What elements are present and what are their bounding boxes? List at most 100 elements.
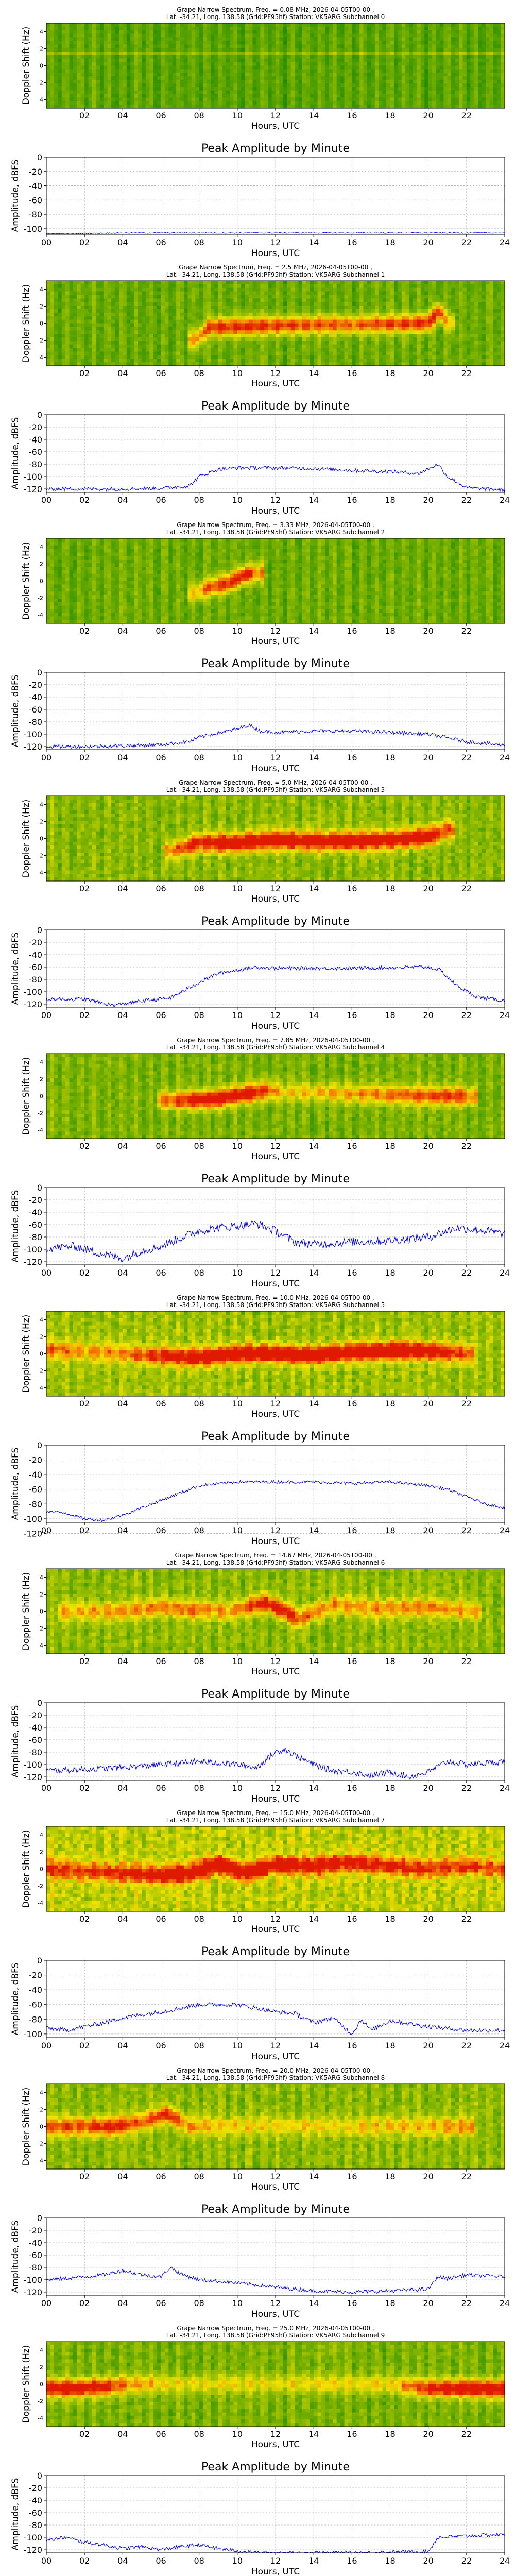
x-tick-label: 16 bbox=[347, 1399, 357, 1409]
x-tick-label: 14 bbox=[308, 2298, 319, 2308]
y-tick-label: -80 bbox=[29, 975, 42, 985]
x-axis-label: Hours, UTC bbox=[251, 1151, 300, 1162]
x-tick-label: 06 bbox=[156, 2298, 166, 2308]
x-tick-label: 18 bbox=[385, 626, 395, 636]
x-tick-label: 14 bbox=[308, 2556, 319, 2566]
x-tick-label: 18 bbox=[385, 1141, 395, 1151]
x-tick-label: 06 bbox=[156, 1399, 166, 1409]
y-tick-label: -40 bbox=[29, 1208, 42, 1217]
x-tick-label: 24 bbox=[500, 1010, 510, 1020]
x-tick-label: 14 bbox=[308, 1783, 319, 1793]
y-tick-label: -20 bbox=[29, 938, 42, 947]
y-tick-label: 0 bbox=[40, 578, 43, 585]
x-tick-label: 20 bbox=[423, 1526, 433, 1535]
x-tick-label: 16 bbox=[347, 884, 357, 893]
spectrogram-title-line1: Grape Narrow Spectrum, Freq. = 7.85 MHz,… bbox=[177, 1037, 374, 1044]
spectrogram-cells bbox=[46, 23, 505, 109]
x-tick-label: 16 bbox=[347, 1268, 357, 1278]
x-tick-label: 16 bbox=[347, 1914, 357, 1924]
x-axis-label: Hours, UTC bbox=[251, 1794, 300, 1804]
y-tick-label: -40 bbox=[29, 1985, 42, 1995]
x-tick-label: 08 bbox=[194, 2172, 204, 2181]
y-tick-label: -2 bbox=[38, 80, 43, 87]
y-tick-label: -80 bbox=[29, 2263, 42, 2273]
x-tick-label: 06 bbox=[156, 368, 166, 378]
y-tick-label: 0 bbox=[40, 2124, 43, 2130]
x-tick-label: 24 bbox=[500, 238, 510, 247]
spectrogram-6: Grape Narrow Spectrum, Freq. = 5.0 MHz, … bbox=[21, 779, 505, 904]
y-tick-label: 0 bbox=[40, 1093, 43, 1100]
y-axis-label: Amplitude, dBFS bbox=[10, 1190, 21, 1263]
x-tick-label: 12 bbox=[270, 1914, 281, 1924]
x-tick-label: 04 bbox=[117, 368, 128, 378]
x-tick-label: 08 bbox=[194, 2429, 204, 2439]
spectrogram-16: Grape Narrow Spectrum, Freq. = 20.0 MHz,… bbox=[21, 2067, 505, 2192]
y-tick-label: 4 bbox=[40, 29, 43, 36]
y-tick-label: -2 bbox=[38, 2141, 43, 2147]
y-tick-label: 4 bbox=[40, 1832, 43, 1839]
x-tick-label: 14 bbox=[308, 238, 319, 247]
x-tick-label: 10 bbox=[232, 2041, 243, 2050]
y-tick-label: 4 bbox=[40, 1059, 43, 1066]
x-tick-label: 08 bbox=[194, 238, 204, 247]
y-axis-label: Amplitude, dBFS bbox=[10, 2221, 21, 2293]
y-tick-label: -4 bbox=[38, 2158, 43, 2164]
x-tick-label: 18 bbox=[385, 1399, 395, 1409]
x-tick-label: 16 bbox=[347, 1526, 357, 1535]
y-tick-label: -20 bbox=[29, 167, 42, 177]
x-tick-label: 02 bbox=[79, 2429, 90, 2439]
spectrogram-cells bbox=[46, 1826, 505, 1912]
x-tick-label: 12 bbox=[270, 753, 281, 762]
y-tick-label: 2 bbox=[40, 1591, 43, 1598]
x-axis-label: Hours, UTC bbox=[251, 2309, 300, 2319]
y-tick-label: -60 bbox=[29, 1220, 42, 1230]
y-tick-label: 2 bbox=[40, 1076, 43, 1083]
x-tick-label: 02 bbox=[79, 1526, 90, 1535]
y-tick-label: 4 bbox=[40, 2090, 43, 2096]
y-tick-label: -100 bbox=[24, 2029, 42, 2039]
x-tick-label: 20 bbox=[423, 753, 433, 762]
x-tick-label: 22 bbox=[461, 1399, 472, 1409]
x-tick-label: 00 bbox=[41, 1526, 52, 1535]
y-tick-label: -80 bbox=[29, 1232, 42, 1242]
y-tick-label: -100 bbox=[24, 1514, 42, 1524]
x-tick-label: 20 bbox=[423, 238, 433, 247]
y-tick-label: 4 bbox=[40, 286, 43, 293]
x-tick-label: 22 bbox=[461, 1010, 472, 1020]
y-tick-label: -100 bbox=[24, 1760, 42, 1770]
x-tick-label: 14 bbox=[308, 1010, 319, 1020]
spectrogram-title-line1: Grape Narrow Spectrum, Freq. = 2.5 MHz, … bbox=[179, 264, 372, 271]
y-axis-label: Amplitude, dBFS bbox=[10, 1963, 21, 2036]
x-tick-label: 14 bbox=[308, 884, 319, 893]
x-axis-label: Hours, UTC bbox=[251, 1536, 300, 1547]
x-tick-label: 10 bbox=[232, 626, 243, 636]
x-tick-label: 02 bbox=[79, 1268, 90, 1278]
y-tick-label: 0 bbox=[37, 2471, 42, 2481]
x-tick-label: 08 bbox=[194, 2298, 204, 2308]
y-tick-label: -40 bbox=[29, 692, 42, 702]
spectrogram-title-line1: Grape Narrow Spectrum, Freq. = 20.0 MHz,… bbox=[177, 2067, 374, 2074]
y-tick-label: 0 bbox=[40, 1866, 43, 1873]
x-tick-label: 16 bbox=[347, 368, 357, 378]
x-tick-label: 14 bbox=[308, 626, 319, 636]
spectrogram-cells bbox=[46, 1311, 505, 1397]
x-tick-label: 12 bbox=[270, 1399, 281, 1409]
x-tick-label: 04 bbox=[117, 753, 128, 762]
y-tick-label: -80 bbox=[29, 717, 42, 727]
x-tick-label: 06 bbox=[156, 753, 166, 762]
x-tick-label: 20 bbox=[423, 1141, 433, 1151]
x-tick-label: 10 bbox=[232, 111, 243, 121]
x-tick-label: 16 bbox=[347, 1010, 357, 1020]
y-tick-label: -2 bbox=[38, 1625, 43, 1632]
x-tick-label: 10 bbox=[232, 1526, 243, 1535]
x-tick-label: 04 bbox=[117, 2172, 128, 2181]
x-tick-label: 18 bbox=[385, 2172, 395, 2181]
x-tick-label: 14 bbox=[308, 753, 319, 762]
x-tick-label: 24 bbox=[500, 753, 510, 762]
y-tick-label: 2 bbox=[40, 1849, 43, 1856]
x-tick-label: 14 bbox=[308, 2429, 319, 2439]
